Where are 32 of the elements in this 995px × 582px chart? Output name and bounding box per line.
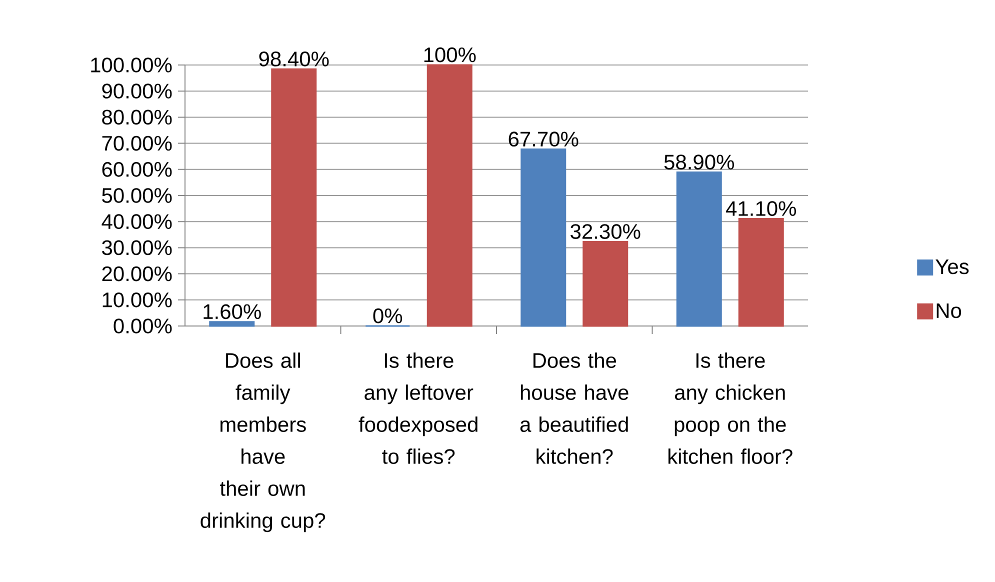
bar	[738, 218, 784, 327]
bar	[271, 68, 317, 327]
bar	[582, 240, 628, 327]
x-tick-label: Does the house have a beautified kitchen?	[520, 352, 628, 464]
y-tick-label: 100.00%	[91, 58, 172, 72]
bar	[676, 172, 722, 327]
y-tick-label: 70.00%	[102, 136, 172, 151]
y-tick-label: 40.00%	[102, 214, 172, 230]
y-tick-label: 20.00%	[102, 266, 172, 282]
data-label: 32.30%	[570, 224, 640, 239]
y-tick-label: 90.00%	[102, 84, 172, 99]
y-tick-label: 60.00%	[102, 162, 172, 177]
data-label: 41.10%	[726, 201, 796, 216]
data-label: 58.90%	[664, 154, 734, 170]
data-label: 67.70%	[508, 132, 578, 147]
bar	[209, 321, 255, 327]
y-tick-label: 30.00%	[102, 240, 172, 256]
x-tick-label: Does all family members have their own drinking cup?	[200, 352, 326, 532]
y-tick-label: 10.00%	[102, 292, 172, 308]
x-tick-label: Is there any chicken poop on the kitchen floor?	[668, 352, 792, 464]
y-tick-label: 80.00%	[102, 110, 172, 125]
y-tick-label: 0.00%	[114, 318, 172, 334]
y-tick-label: 50.00%	[102, 188, 172, 203]
data-label: 0%	[373, 308, 402, 324]
x-tick-label: Is there any leftover foodexposed to flies?	[358, 352, 478, 464]
bar	[520, 148, 566, 327]
data-label: 98.40%	[259, 52, 329, 66]
data-label: 1.60%	[204, 304, 261, 320]
data-label: 100%	[424, 47, 476, 62]
bar	[426, 64, 472, 327]
legend-label: Yes	[936, 260, 969, 274]
legend-label: No	[936, 303, 962, 318]
